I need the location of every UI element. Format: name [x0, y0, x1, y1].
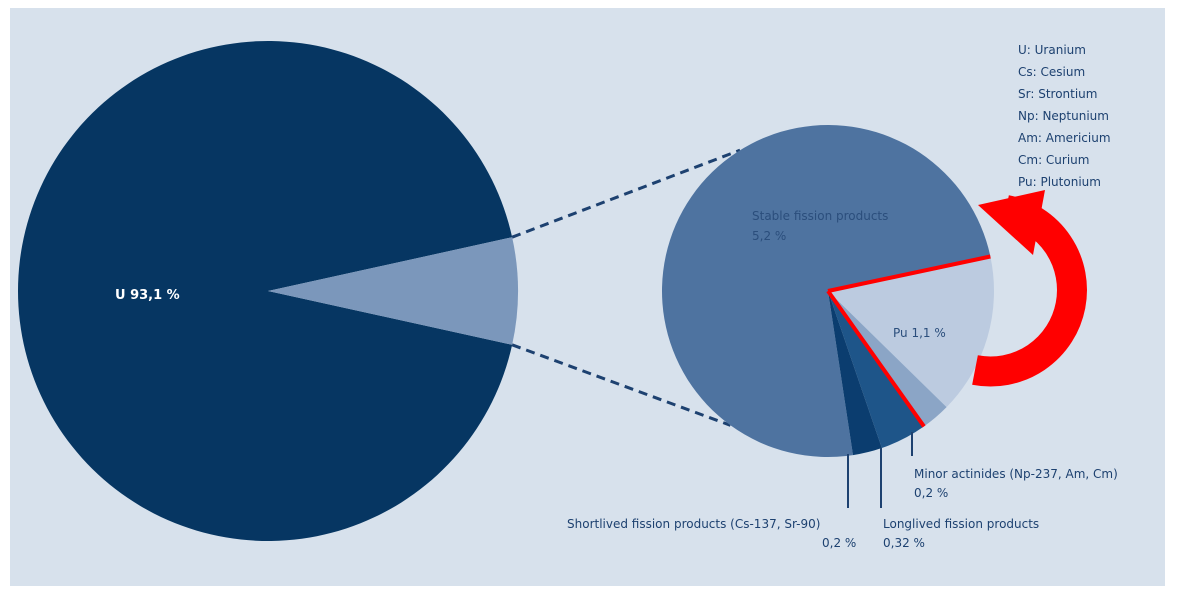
plutonium-highlight-line: [827, 254, 991, 293]
legend-item: Pu: Plutonium: [1018, 175, 1101, 189]
longlived-label: Longlived fission products: [883, 517, 1039, 531]
minor-actinides-label: Minor actinides (Np-237, Am, Cm): [914, 467, 1118, 481]
zoom-connector-top: [511, 148, 741, 239]
longlived-value: 0,32 %: [883, 536, 925, 550]
recycle-arrow-icon: [972, 190, 1087, 387]
plutonium-highlight-line: [826, 289, 926, 428]
legend-item: U: Uranium: [1018, 43, 1086, 57]
shortlived-label: Shortlived fission products (Cs-137, Sr-…: [567, 517, 820, 531]
legend-item: Sr: Strontium: [1018, 87, 1097, 101]
slice-minor-actinides: [828, 291, 947, 427]
uranium-slice-label: U 93,1 %: [115, 288, 180, 303]
legend-item: Cs: Cesium: [1018, 65, 1085, 79]
legend-item: Am: Americium: [1018, 131, 1111, 145]
stable-fission-label: Stable fission products: [752, 209, 888, 223]
slice-other-wedge: [268, 237, 519, 345]
legend-item: Cm: Curium: [1018, 153, 1089, 167]
legend-item: Np: Neptunium: [1018, 109, 1109, 123]
fuel-composition-pie: [661, 124, 994, 457]
slice-longlived-fission-products: [828, 291, 924, 449]
slice-uranium: [18, 41, 513, 542]
zoom-connector-bottom: [511, 343, 731, 427]
slice-stable-fission-products: [661, 124, 991, 457]
plutonium-slice-label: Pu 1,1 %: [893, 326, 946, 340]
stable-fission-value: 5,2 %: [752, 229, 786, 243]
slice-plutonium: [828, 256, 994, 408]
minor-actinides-value: 0,2 %: [914, 486, 948, 500]
slice-shortlived-fission-products: [828, 291, 882, 456]
uranium-pie: [18, 41, 519, 542]
element-legend: U: Uranium Cs: Cesium Sr: Strontium Np: …: [1018, 43, 1111, 189]
shortlived-value: 0,2 %: [822, 536, 856, 550]
